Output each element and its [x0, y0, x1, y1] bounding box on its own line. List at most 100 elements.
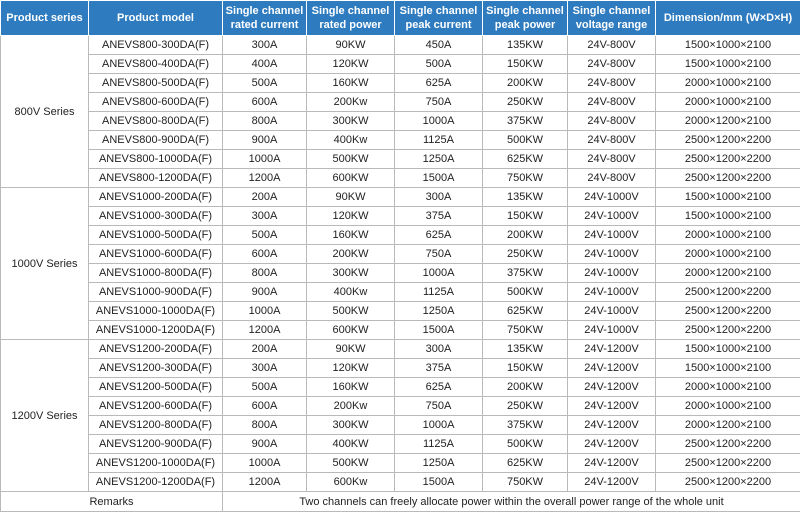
- table-row: ANEVS1200-1200DA(F) 1200A 600Kw 1500A 750KW 2…: [1, 472, 800, 492]
- cell-rated-power: 400KW: [306, 434, 395, 454]
- table-row: ANEVS800-500DA(F) 500A 160KW 625A 200KW 24V-8…: [1, 73, 800, 93]
- cell-rated-current: 1200A: [222, 320, 307, 340]
- cell-peak-current: 1250A: [394, 453, 483, 473]
- cell-peak-current: 450A: [394, 35, 483, 55]
- cell-peak-power: 135KW: [482, 35, 568, 55]
- cell-peak-power: 375KW: [482, 415, 568, 435]
- cell-peak-current: 1125A: [394, 282, 483, 302]
- col-header-peak-current: Single channel peak current: [394, 0, 483, 36]
- cell-voltage-range: 24V-1200V: [567, 396, 656, 416]
- cell-peak-power: 150KW: [482, 358, 568, 378]
- cell-peak-power: 500KW: [482, 130, 568, 150]
- cell-product-model: ANEVS1200-1000DA(F): [88, 453, 223, 473]
- col-header-product-series: Product series: [0, 0, 89, 36]
- cell-rated-power: 200Kw: [306, 396, 395, 416]
- cell-rated-current: 1200A: [222, 168, 307, 188]
- cell-voltage-range: 24V-1200V: [567, 434, 656, 454]
- table-row: 800V Series ANEVS800-300DA(F) 300A 90KW 450A…: [0, 35, 800, 188]
- cell-rated-power: 200KW: [306, 244, 395, 264]
- col-header-rated-current: Single channel rated current: [222, 0, 307, 36]
- cell-voltage-range: 24V-1200V: [567, 377, 656, 397]
- table-row: ANEVS1000-800DA(F) 800A 300KW 1000A 375KW 24V…: [1, 263, 800, 283]
- cell-dimension: 2000×1000×2100: [655, 377, 800, 397]
- cell-rated-power: 90KW: [306, 187, 395, 207]
- cell-rated-power: 400Kw: [306, 282, 395, 302]
- cell-peak-current: 1000A: [394, 263, 483, 283]
- cell-rated-power: 90KW: [306, 35, 395, 55]
- cell-peak-power: 625KW: [482, 301, 568, 321]
- cell-voltage-range: 24V-1000V: [567, 282, 656, 302]
- cell-rated-power: 160KW: [306, 73, 395, 93]
- cell-peak-power: 625KW: [482, 149, 568, 169]
- cell-dimension: 2000×1200×2100: [655, 111, 800, 131]
- cell-peak-power: 250KW: [482, 396, 568, 416]
- cell-product-model: ANEVS800-600DA(F): [88, 92, 223, 112]
- cell-rated-current: 1200A: [222, 472, 307, 492]
- cell-product-model: ANEVS1000-800DA(F): [88, 263, 223, 283]
- cell-dimension: 2500×1200×2200: [655, 149, 800, 169]
- cell-rated-current: 900A: [222, 130, 307, 150]
- cell-rated-current: 300A: [222, 358, 307, 378]
- cell-peak-current: 1000A: [394, 111, 483, 131]
- cell-product-model: ANEVS1200-1200DA(F): [88, 472, 223, 492]
- cell-peak-current: 625A: [394, 225, 483, 245]
- cell-rated-power: 160KW: [306, 225, 395, 245]
- cell-dimension: 2000×1200×2100: [655, 263, 800, 283]
- table-row: ANEVS800-600DA(F) 600A 200Kw 750A 250KW 24V-8…: [1, 92, 800, 112]
- cell-product-model: ANEVS1000-600DA(F): [88, 244, 223, 264]
- cell-dimension: 2000×1000×2100: [655, 396, 800, 416]
- cell-peak-current: 625A: [394, 73, 483, 93]
- cell-product-model: ANEVS800-900DA(F): [88, 130, 223, 150]
- cell-peak-power: 500KW: [482, 434, 568, 454]
- cell-dimension: 2500×1200×2200: [655, 472, 800, 492]
- cell-peak-power: 750KW: [482, 472, 568, 492]
- cell-rated-current: 800A: [222, 111, 307, 131]
- table-row: ANEVS800-1200DA(F) 1200A 600KW 1500A 750KW 24…: [1, 168, 800, 188]
- cell-voltage-range: 24V-800V: [567, 73, 656, 93]
- cell-product-model: ANEVS1000-1000DA(F): [88, 301, 223, 321]
- remarks-label: Remarks: [0, 491, 223, 512]
- cell-product-model: ANEVS1000-1200DA(F): [88, 320, 223, 340]
- cell-rated-current: 1000A: [222, 149, 307, 169]
- cell-rated-power: 600KW: [306, 320, 395, 340]
- cell-dimension: 2000×1000×2100: [655, 244, 800, 264]
- cell-rated-power: 120KW: [306, 206, 395, 226]
- cell-product-model: ANEVS1000-300DA(F): [88, 206, 223, 226]
- cell-peak-power: 750KW: [482, 168, 568, 188]
- cell-rated-power: 300KW: [306, 111, 395, 131]
- cell-peak-current: 1500A: [394, 168, 483, 188]
- table-row: ANEVS1200-300DA(F) 300A 120KW 375A 150KW 24V-…: [1, 358, 800, 378]
- cell-voltage-range: 24V-1200V: [567, 415, 656, 435]
- cell-rated-power: 400Kw: [306, 130, 395, 150]
- cell-rated-current: 600A: [222, 92, 307, 112]
- cell-peak-current: 300A: [394, 187, 483, 207]
- cell-product-model: ANEVS800-1200DA(F): [88, 168, 223, 188]
- cell-product-model: ANEVS1000-900DA(F): [88, 282, 223, 302]
- cell-peak-current: 1500A: [394, 320, 483, 340]
- cell-dimension: 1500×1000×2100: [655, 187, 800, 207]
- cell-rated-current: 900A: [222, 434, 307, 454]
- cell-rated-power: 500KW: [306, 149, 395, 169]
- cell-peak-current: 375A: [394, 358, 483, 378]
- cell-dimension: 2000×1200×2100: [655, 415, 800, 435]
- cell-voltage-range: 24V-1200V: [567, 358, 656, 378]
- cell-product-model: ANEVS1200-600DA(F): [88, 396, 223, 416]
- cell-rated-current: 400A: [222, 54, 307, 74]
- cell-voltage-range: 24V-1000V: [567, 263, 656, 283]
- cell-dimension: 1500×1000×2100: [655, 339, 800, 359]
- cell-rated-current: 600A: [222, 396, 307, 416]
- cell-peak-current: 1250A: [394, 149, 483, 169]
- col-header-rated-power: Single channel rated power: [306, 0, 395, 36]
- cell-peak-current: 1125A: [394, 130, 483, 150]
- cell-dimension: 2000×1000×2100: [655, 92, 800, 112]
- table-row: 1000V Series ANEVS1000-200DA(F) 200A 90KW 30…: [0, 187, 800, 340]
- cell-peak-power: 500KW: [482, 282, 568, 302]
- cell-peak-current: 1250A: [394, 301, 483, 321]
- table-row: ANEVS1200-800DA(F) 800A 300KW 1000A 375KW 24V…: [1, 415, 800, 435]
- col-header-voltage-range: Single channel voltage range: [567, 0, 656, 36]
- remarks-row: Remarks Two channels can freely allocate…: [0, 491, 800, 512]
- cell-rated-power: 120KW: [306, 54, 395, 74]
- cell-voltage-range: 24V-1000V: [567, 320, 656, 340]
- table-row: ANEVS1200-500DA(F) 500A 160KW 625A 200KW 24V-…: [1, 377, 800, 397]
- cell-rated-current: 500A: [222, 73, 307, 93]
